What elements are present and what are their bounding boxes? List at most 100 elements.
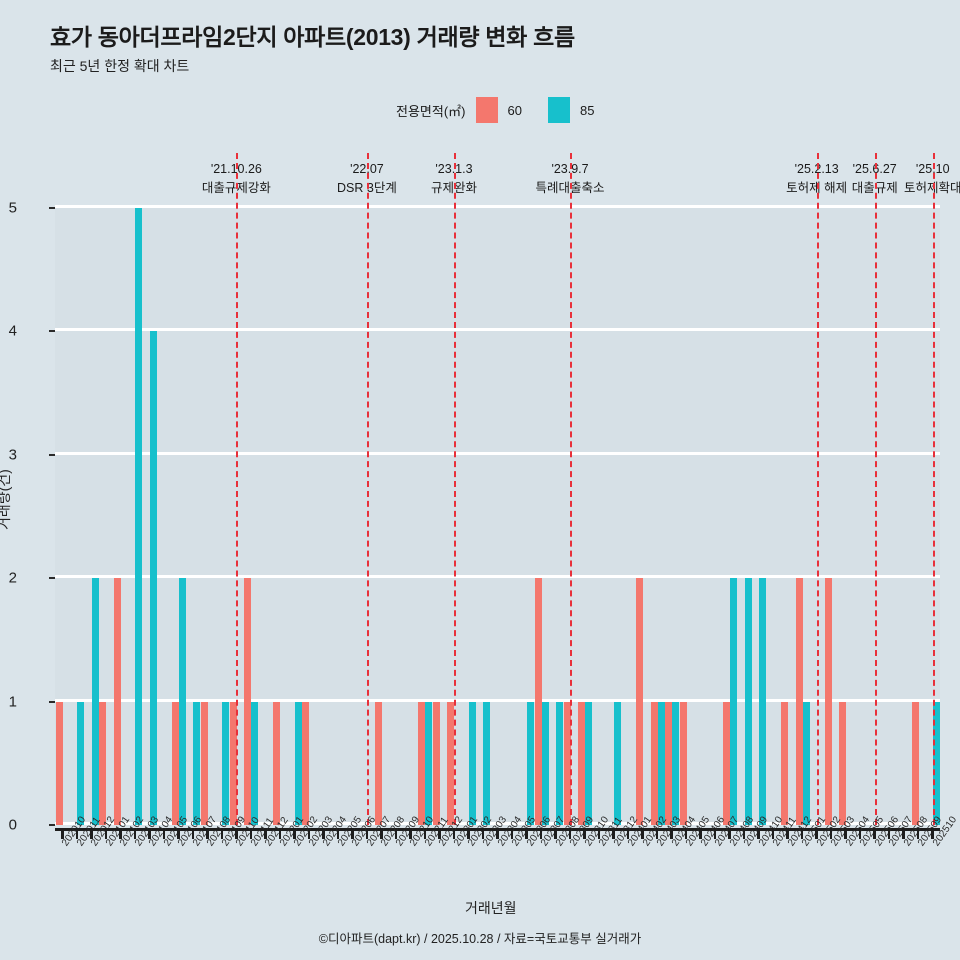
bar-85-202403 <box>657 701 665 825</box>
bar-85-202310 <box>585 701 593 825</box>
x-tick-mark <box>641 828 644 839</box>
y-tick-mark <box>49 330 55 333</box>
x-tick-mark <box>365 828 369 839</box>
bar-85-202404 <box>672 701 680 825</box>
x-tick-mark <box>409 828 412 839</box>
bar-60-202201 <box>273 701 281 825</box>
x-tick-mark <box>264 828 267 839</box>
x-tick-mark <box>481 828 485 839</box>
bar-85-202303 <box>483 701 491 825</box>
x-tick-mark <box>655 828 659 839</box>
legend-label-60: 60 <box>507 102 522 118</box>
gridline <box>55 698 940 702</box>
y-tick-label: 3 <box>8 446 17 464</box>
bar-60-202208 <box>374 701 382 825</box>
x-tick-mark <box>307 828 311 839</box>
y-tick-label: 2 <box>8 569 17 587</box>
x-tick-mark <box>916 828 920 839</box>
y-tick-mark <box>49 207 55 209</box>
x-tick-mark <box>626 828 630 839</box>
x-tick-mark <box>293 828 296 839</box>
x-tick-mark <box>829 828 833 839</box>
bar-60-202501 <box>795 578 803 825</box>
y-tick-label: 1 <box>8 693 17 711</box>
bar-85-202410 <box>759 578 767 825</box>
gridline <box>55 205 940 208</box>
x-tick-mark <box>583 828 586 839</box>
bar-60-202504 <box>839 701 847 825</box>
event-line-202207 <box>366 153 369 825</box>
page-subtitle: 최근 5년 한정 확대 차트 <box>50 58 190 74</box>
bar-85-202111 <box>251 701 259 825</box>
x-tick-mark <box>177 828 180 839</box>
bar-85-202106 <box>178 578 186 825</box>
bar-85-202308 <box>556 701 564 825</box>
x-tick-mark <box>336 828 340 839</box>
bar-60-202101 <box>99 701 107 825</box>
x-tick-mark <box>104 828 108 839</box>
bar-60-202412 <box>781 701 789 825</box>
x-tick-mark <box>597 828 601 839</box>
x-tick-mark <box>133 828 137 839</box>
bar-85-202312 <box>614 701 622 825</box>
y-tick-mark <box>49 824 55 826</box>
bar-85-202501 <box>802 701 810 825</box>
x-tick-mark <box>322 828 325 839</box>
bar-60-202307 <box>534 578 542 825</box>
y-tick-label: 5 <box>8 199 17 217</box>
x-tick-mark <box>380 828 383 839</box>
bar-85-202109 <box>222 701 230 825</box>
bar-60-202108 <box>200 701 208 825</box>
y-axis-label: 거래량(건) <box>0 469 12 530</box>
gridline <box>55 822 940 825</box>
x-tick-mark <box>931 828 934 839</box>
bar-60-202309 <box>563 701 571 825</box>
plot-area <box>55 153 941 825</box>
bar-60-202404 <box>665 701 673 825</box>
x-tick-mark <box>568 828 572 839</box>
bar-85-202103 <box>135 208 143 825</box>
x-tick-mark <box>525 828 528 839</box>
bar-85-202211 <box>425 701 433 825</box>
legend-swatch-85 <box>547 97 570 123</box>
bar-60-202509 <box>911 701 919 825</box>
bar-85-202302 <box>468 701 476 825</box>
event-line-202110 <box>236 153 239 825</box>
x-tick-mark <box>235 828 238 839</box>
x-tick-mark <box>713 828 717 839</box>
bar-85-202306 <box>527 701 535 825</box>
x-tick-mark <box>249 828 253 839</box>
bar-60-202405 <box>679 701 687 825</box>
bar-85-202409 <box>744 578 752 825</box>
x-tick-mark <box>438 828 441 839</box>
y-tick-label: 4 <box>8 322 17 340</box>
legend-swatch-60 <box>475 97 498 123</box>
bar-60-202402 <box>636 578 644 825</box>
x-tick-mark <box>757 828 760 839</box>
x-tick-mark <box>220 828 224 839</box>
y-tick-mark <box>49 700 55 703</box>
x-tick-mark <box>278 828 282 839</box>
bar-60-202212 <box>432 701 440 825</box>
footer-credit: ©디아파트(dapt.kr) / 2025.10.28 / 자료=국토교통부 실… <box>318 932 642 946</box>
y-tick-mark <box>49 453 55 456</box>
bar-85-202202 <box>294 701 302 825</box>
x-tick-mark <box>670 828 673 839</box>
bar-60-202310 <box>578 701 586 825</box>
legend-title: 전용면적(㎡) <box>396 103 466 119</box>
bar-60-202111 <box>244 578 252 825</box>
x-tick-mark <box>554 828 557 839</box>
x-tick-mark <box>90 828 93 839</box>
x-tick-mark <box>728 828 731 839</box>
bar-60-202403 <box>650 701 658 825</box>
bar-60-202211 <box>418 701 426 825</box>
x-tick-mark <box>394 828 398 839</box>
x-tick-mark <box>162 828 166 839</box>
legend: 전용면적(㎡) 60 85 <box>396 97 594 123</box>
x-tick-mark <box>844 828 847 839</box>
x-tick-mark <box>148 828 151 839</box>
x-tick-mark <box>786 828 789 839</box>
event-line-202309 <box>570 153 573 825</box>
x-tick-mark <box>699 828 702 839</box>
